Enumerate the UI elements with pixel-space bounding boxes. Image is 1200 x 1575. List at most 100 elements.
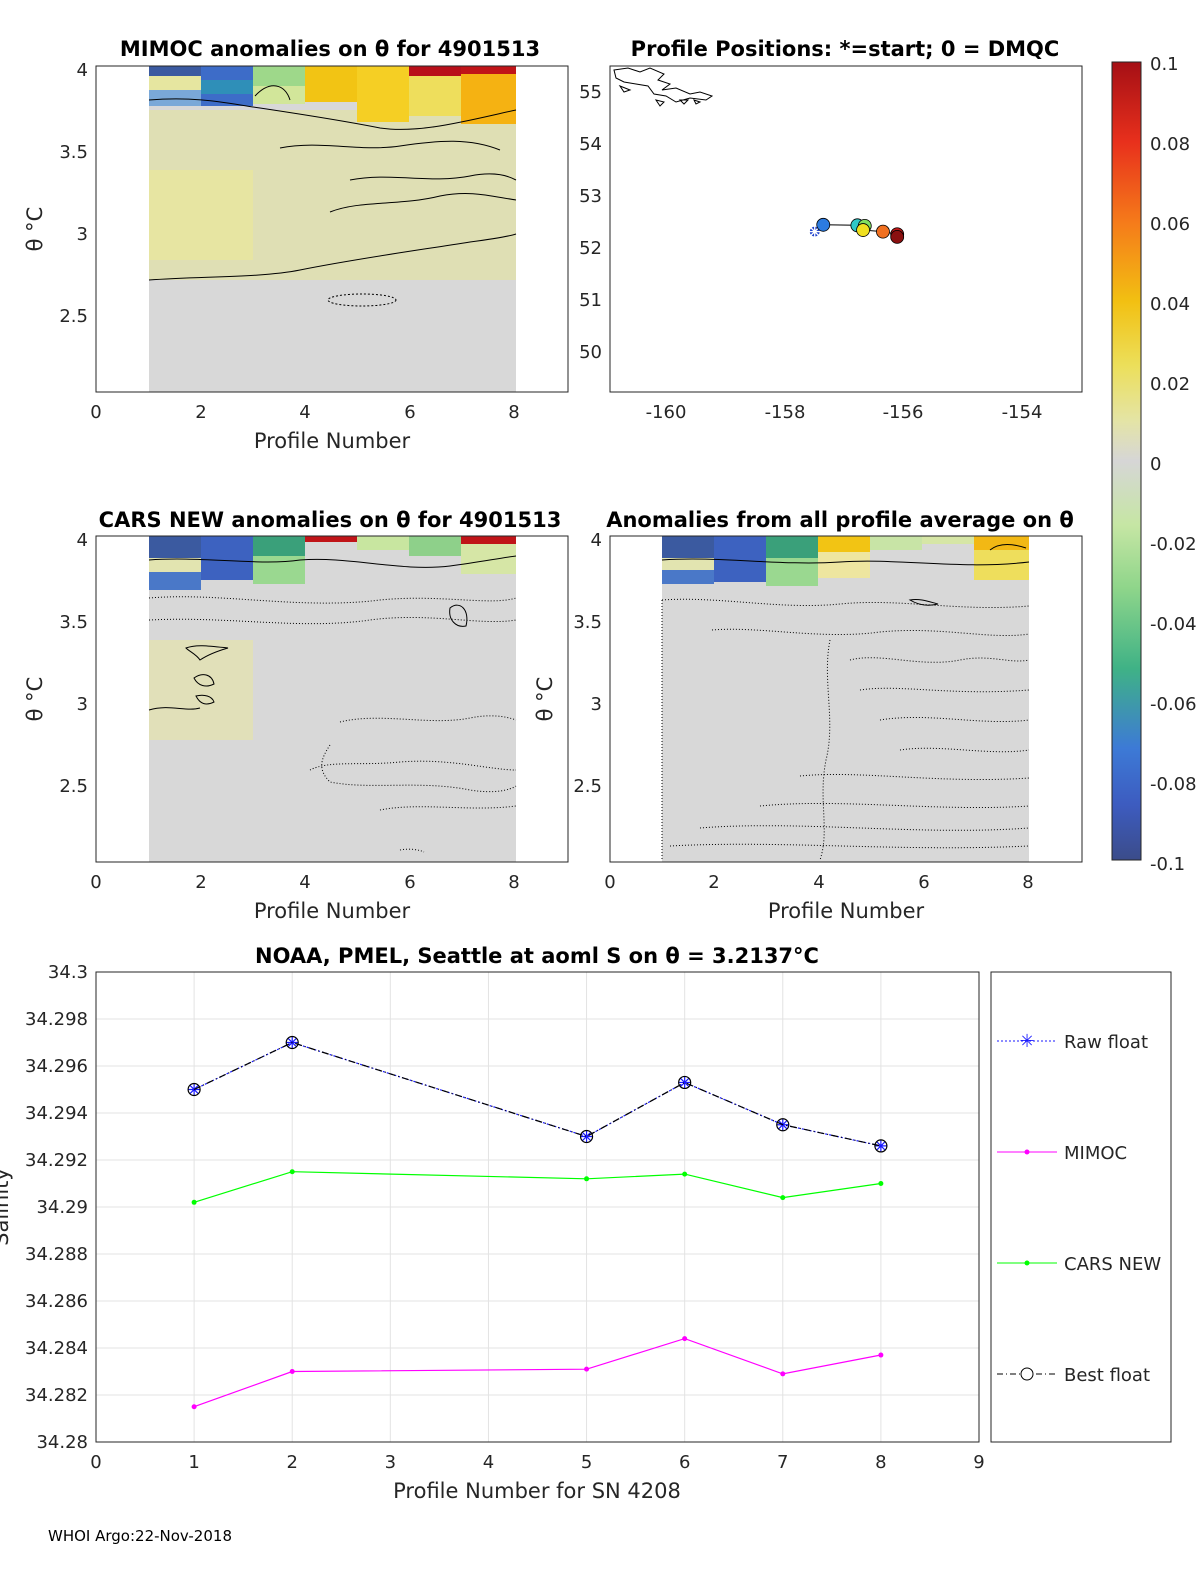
profile-position-marker [856, 223, 870, 237]
y-tick: 34.294 [25, 1103, 88, 1124]
x-tick: 5 [581, 1452, 592, 1473]
y-tick: 2.5 [59, 776, 88, 797]
anomaly-field [662, 536, 1029, 862]
x-tick: 0 [90, 1452, 101, 1473]
y-tick: 34.28 [36, 1432, 88, 1453]
series-cars-new [191, 1169, 884, 1205]
colorbar-tick: 0.02 [1150, 374, 1190, 395]
x-tick: 2 [195, 872, 206, 893]
data-point [187, 1082, 201, 1097]
positions-title: Profile Positions: *=start; 0 = DMQC [631, 37, 1060, 61]
series-line [193, 1041, 882, 1147]
average-panel: Anomalies from all profile average on θ … [533, 508, 1083, 923]
y-tick: 55 [579, 82, 602, 103]
x-tick: 3 [385, 1452, 396, 1473]
legend-label: CARS NEW [1064, 1254, 1161, 1275]
data-point [580, 1130, 593, 1143]
star-marker-icon: ✳ [1019, 1031, 1034, 1052]
x-label: Profile Number [254, 899, 411, 923]
y-tick: 53 [579, 186, 602, 207]
data-point [874, 1139, 888, 1153]
y-tick: 50 [579, 342, 602, 363]
x-tick: 2 [195, 402, 206, 423]
mimoc-title: MIMOC anomalies on θ for 4901513 [120, 37, 540, 61]
y-label: θ °C [533, 677, 557, 722]
positions-panel: Profile Positions: *=start; 0 = DMQC 55 … [579, 37, 1083, 423]
average-title: Anomalies from all profile average on θ [606, 508, 1074, 532]
y-tick: 34.286 [25, 1291, 88, 1312]
colorbar-tick: 0.08 [1150, 134, 1190, 155]
colorbar-tick: -0.02 [1150, 534, 1197, 555]
dot-marker-icon [1024, 1149, 1030, 1155]
cars-panel: CARS NEW anomalies on θ for 4901513 4 3.… [23, 508, 569, 923]
colorbar-tick: 0.06 [1150, 214, 1190, 235]
x-tick: -158 [765, 402, 806, 423]
data-point [776, 1118, 790, 1132]
profile-position-marker [816, 217, 831, 232]
x-tick: 9 [973, 1452, 984, 1473]
y-tick: 3 [591, 694, 602, 715]
x-label: Profile Number [768, 899, 925, 923]
cars-title: CARS NEW anomalies on θ for 4901513 [99, 508, 562, 532]
legend-item-raw: ✳ Raw float [997, 1031, 1148, 1053]
dot-marker-icon [1024, 1260, 1030, 1266]
x-tick: 6 [679, 1452, 690, 1473]
data-point [289, 1369, 295, 1374]
x-label: Profile Number [254, 429, 411, 453]
x-tick: 7 [777, 1452, 788, 1473]
y-tick: 3.5 [59, 142, 88, 163]
mimoc-panel: MIMOC anomalies on θ for 4901513 4 3.5 3… [23, 37, 569, 453]
colorbar-tick: -0.08 [1150, 774, 1197, 795]
y-tick: 34.288 [25, 1244, 88, 1265]
profile-position-marker [876, 224, 890, 239]
series-line [193, 1171, 881, 1203]
y-label: θ °C [23, 207, 47, 252]
colorbar-tick: -0.04 [1150, 614, 1197, 635]
data-point [682, 1171, 688, 1177]
x-tick: 8 [875, 1452, 886, 1473]
y-label: θ °C [23, 677, 47, 722]
data-point [780, 1371, 786, 1377]
data-point [191, 1404, 197, 1410]
data-point [584, 1366, 590, 1372]
colorbar-tick: -0.1 [1150, 854, 1185, 875]
y-tick: 34.282 [25, 1385, 88, 1406]
x-tick: 8 [508, 872, 519, 893]
legend-label: Best float [1064, 1365, 1150, 1386]
series-line [193, 1337, 882, 1408]
x-tick: 6 [404, 402, 415, 423]
series-mimoc [191, 1336, 884, 1410]
y-tick: 34.298 [25, 1009, 88, 1030]
x-tick: 4 [813, 872, 824, 893]
x-tick: -154 [1002, 402, 1043, 423]
x-tick: -156 [883, 402, 924, 423]
x-tick: 0 [90, 402, 101, 423]
x-label: Profile Number for SN 4208 [393, 1479, 681, 1503]
x-tick: 4 [299, 872, 310, 893]
data-point [289, 1169, 295, 1175]
x-tick: 6 [918, 872, 929, 893]
y-tick: 3 [77, 224, 88, 245]
x-tick: 2 [708, 872, 719, 893]
y-tick: 34.3 [48, 962, 88, 983]
y-tick: 34.296 [25, 1056, 88, 1077]
start-star-icon [808, 225, 821, 238]
y-tick: 4 [77, 530, 88, 551]
legend-item-cars: CARS NEW [997, 1254, 1161, 1275]
y-tick: 34.292 [25, 1150, 88, 1171]
data-point [191, 1199, 197, 1205]
series-line [193, 1041, 882, 1147]
x-tick: 1 [188, 1452, 199, 1473]
y-tick: 4 [591, 530, 602, 551]
x-tick: 0 [604, 872, 615, 893]
legend-item-mimoc: MIMOC [997, 1143, 1127, 1164]
data-point [780, 1195, 786, 1201]
x-tick: 0 [90, 872, 101, 893]
colorbar: 0.1 0.08 0.06 0.04 0.02 0 -0.02 -0.04 -0… [1111, 54, 1197, 875]
legend-item-best: Best float [997, 1365, 1150, 1386]
colorbar-tick: 0 [1150, 454, 1161, 475]
x-tick: 4 [299, 402, 310, 423]
y-tick: 54 [579, 134, 602, 155]
y-tick: 3 [77, 694, 88, 715]
data-point [878, 1352, 884, 1358]
